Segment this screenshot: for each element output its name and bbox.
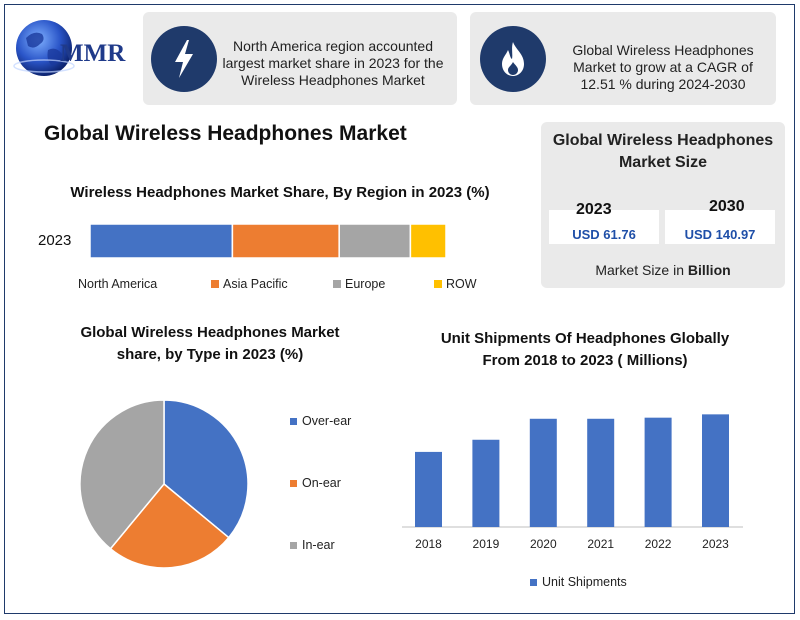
market-size-unit-note: Market Size in Billion [595, 262, 731, 278]
page-title: Global Wireless Headphones Market [44, 122, 407, 145]
legend-item: ROW [434, 277, 477, 291]
shipments-legend: Unit Shipments [530, 575, 627, 589]
legend-swatch [211, 280, 219, 288]
region-chart-title: Wireless Headphones Market Share, By Reg… [70, 184, 490, 201]
legend-swatch [333, 280, 341, 288]
legend-item: Asia Pacific [211, 277, 288, 291]
market-size-year: 2023 [576, 201, 612, 218]
market-size-card-2023: USD 61.76 [549, 210, 659, 244]
x-tick-label: 2021 [587, 537, 614, 551]
legend-item: On-ear [290, 476, 341, 490]
legend-swatch [434, 280, 442, 288]
x-tick-label: 2022 [645, 537, 672, 551]
infographic-frame [4, 4, 795, 614]
pie-slice [79, 399, 165, 550]
pie-slice [163, 399, 249, 539]
legend-label: Unit Shipments [542, 575, 627, 589]
legend-label: In-ear [302, 538, 335, 552]
legend-swatch [290, 541, 297, 549]
market-size-year: 2030 [709, 198, 745, 215]
market-size-title: Global Wireless Headphones Market Size [552, 132, 774, 171]
shipments-chart-title: Unit Shipments Of Headphones Globally Fr… [440, 330, 730, 369]
pie-slice [109, 482, 230, 569]
shipment-bar [415, 451, 442, 527]
shipment-bar [529, 418, 557, 527]
legend-item: Over-ear [290, 414, 351, 428]
banner-text: Global Wireless Headphones Market to gro… [572, 42, 754, 92]
shipments-bar-chart: 2018 2019 2020 2021 2022 2023 [402, 414, 743, 551]
legend-swatch [290, 417, 297, 425]
shipment-bar [702, 414, 729, 527]
legend-item: North America [78, 277, 157, 291]
legend-label: Over-ear [302, 414, 352, 428]
logo-text: MMR [60, 40, 126, 67]
shipment-bar [644, 417, 672, 527]
legend-swatch [530, 578, 537, 586]
x-tick-label: 2020 [530, 537, 557, 551]
legend-swatch [290, 479, 297, 487]
market-size-value: USD 140.97 [684, 227, 756, 242]
legend-label: Europe [345, 277, 386, 291]
legend-label: North America [78, 277, 158, 291]
flame-icon [480, 26, 546, 92]
shipment-bar [587, 418, 615, 527]
cagr-banner: Global Wireless Headphones Market to gro… [470, 12, 776, 105]
legend-label: ROW [446, 277, 477, 291]
legend-item: Europe [333, 277, 385, 291]
region-stacked-bar [90, 224, 446, 258]
legend-label: Asia Pacific [223, 277, 288, 291]
banner-text: North America region accounted largest m… [222, 38, 444, 88]
region-bar-segment [338, 224, 412, 258]
legend-label: On-ear [302, 476, 341, 490]
market-size-panel: Global Wireless Headphones Market Size U… [541, 122, 785, 288]
pie-chart-title: Global Wireless Headphones Market share,… [80, 324, 340, 363]
market-size-value: USD 61.76 [572, 227, 636, 242]
shipment-bar [472, 439, 500, 527]
globe-icon [13, 20, 75, 76]
type-pie-chart [79, 399, 249, 569]
x-tick-label: 2018 [415, 537, 442, 551]
region-bar-segment [231, 224, 340, 258]
legend-item: In-ear [290, 538, 335, 552]
x-tick-label: 2019 [473, 537, 500, 551]
region-chart-category-label: 2023 [38, 232, 72, 249]
north-america-banner: North America region accounted largest m… [143, 12, 457, 105]
mmr-logo [12, 16, 152, 80]
lightning-icon [151, 26, 217, 92]
x-tick-label: 2023 [702, 537, 729, 551]
region-bar-segment [90, 224, 234, 258]
region-bar-segment [409, 224, 446, 258]
market-size-card-2030: USD 140.97 [665, 210, 775, 244]
